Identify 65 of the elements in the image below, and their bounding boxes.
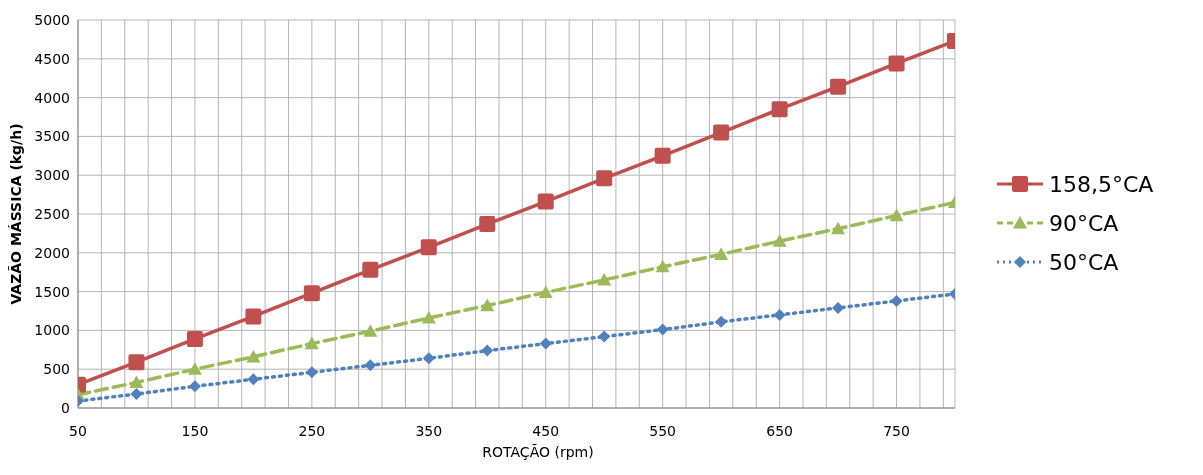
y-tick-label: 1500 [34, 283, 70, 300]
point [888, 55, 905, 72]
x-tick-label: 450 [532, 422, 560, 439]
point [713, 124, 730, 141]
legend-label: 50°CA [1049, 249, 1119, 275]
point [481, 344, 494, 357]
point [537, 193, 554, 210]
point [363, 324, 378, 337]
y-tick-label: 2500 [34, 205, 70, 222]
point [598, 330, 611, 343]
point [362, 261, 379, 278]
point [245, 308, 262, 325]
y-axis-title: VAZÃO MÁSSICA (kg/h) [7, 123, 24, 305]
point [364, 359, 377, 372]
x-tick-label: 350 [415, 422, 443, 439]
point [539, 337, 552, 350]
point [480, 298, 495, 312]
point [714, 247, 729, 260]
point [130, 388, 143, 401]
point [656, 323, 669, 336]
y-tick-label: 5000 [34, 11, 70, 28]
y-tick-label: 3000 [34, 167, 70, 184]
point [188, 380, 201, 393]
x-axis-title: ROTAÇÃO (rpm) [481, 444, 595, 460]
point [129, 375, 144, 388]
y-tick-label: 4500 [34, 50, 70, 67]
y-tick-label: 1000 [34, 322, 70, 339]
y-tick-label: 3500 [34, 128, 70, 145]
point [186, 330, 203, 347]
point [479, 216, 496, 233]
point [305, 366, 318, 379]
point [830, 78, 847, 95]
legend-label: 90°CA [1049, 210, 1119, 236]
x-tick-label: 150 [181, 422, 209, 439]
point [889, 208, 904, 222]
x-tick-label: 650 [766, 422, 793, 439]
x-tick-label: 550 [649, 422, 677, 439]
x-tick-label: 250 [298, 422, 326, 439]
point [420, 239, 437, 256]
x-tick-label: 750 [883, 422, 910, 439]
point [596, 170, 613, 187]
point [247, 373, 260, 386]
x-tick-label: 50 [69, 422, 87, 439]
point [246, 349, 261, 363]
y-tick-label: 4000 [34, 89, 70, 106]
y-tick-label: 0 [61, 399, 70, 416]
point [187, 362, 202, 375]
point [304, 336, 319, 350]
y-tick-label: 2000 [34, 244, 70, 261]
point [303, 285, 320, 302]
point [655, 259, 670, 273]
legend-label: 158,5°CA [1049, 171, 1154, 197]
point [421, 310, 436, 324]
point [715, 315, 728, 328]
point [422, 352, 435, 365]
point [890, 294, 903, 307]
point [831, 221, 846, 235]
point [538, 285, 553, 298]
point [771, 101, 788, 118]
point [773, 308, 786, 321]
point [654, 147, 671, 164]
point [772, 234, 787, 247]
point [128, 354, 145, 371]
point [597, 272, 612, 286]
y-tick-label: 500 [43, 361, 70, 378]
